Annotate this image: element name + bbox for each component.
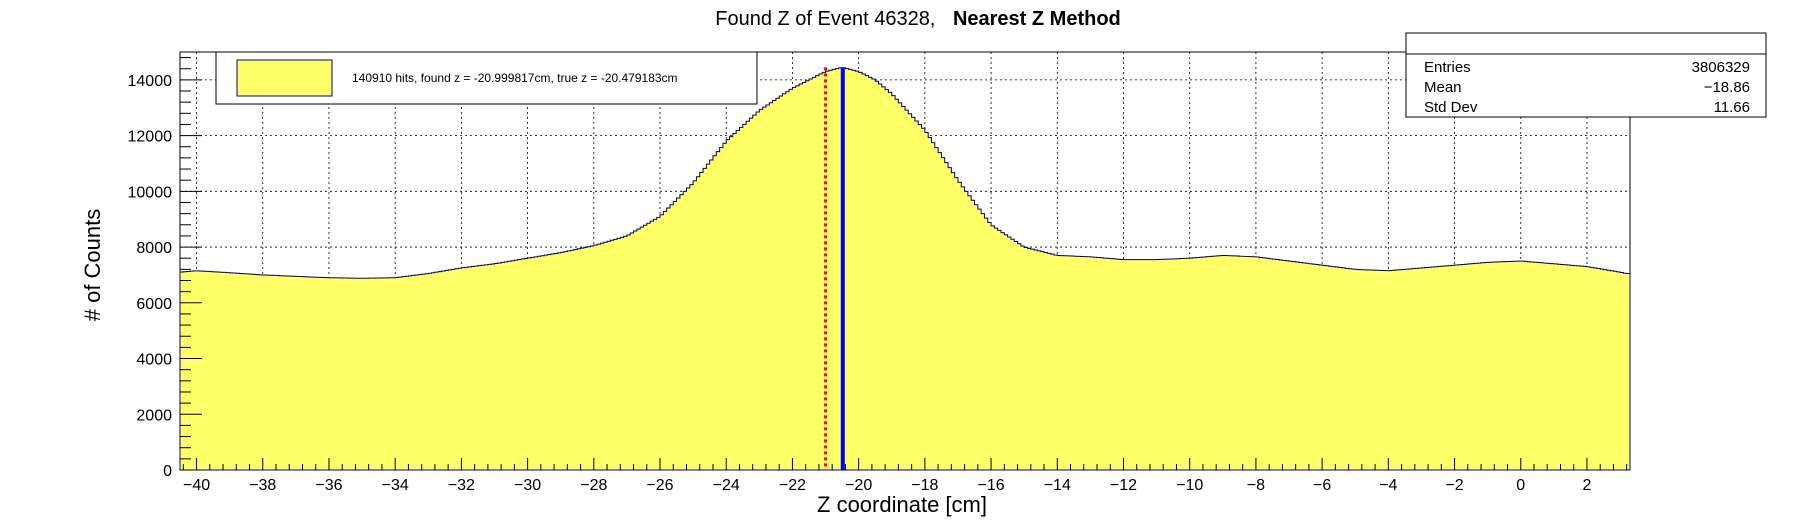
x-tick-label: −26 xyxy=(646,477,673,494)
x-tick-label: −4 xyxy=(1379,477,1397,494)
z-markers xyxy=(824,67,845,470)
x-tick-label: 2 xyxy=(1583,477,1592,494)
y-tick-label: 2000 xyxy=(136,407,172,424)
histogram-series xyxy=(179,67,1631,471)
x-tick-label: −22 xyxy=(779,477,806,494)
x-tick-label: 0 xyxy=(1516,477,1525,494)
x-tick-label: −20 xyxy=(845,477,872,494)
legend-swatch xyxy=(236,59,333,97)
legend: 140910 hits, found z = -20.999817cm, tru… xyxy=(215,51,758,105)
x-tick-label: −14 xyxy=(1044,477,1071,494)
y-tick-label: 4000 xyxy=(136,352,172,369)
histogram-area xyxy=(179,67,1631,471)
stats-mean-label: Mean xyxy=(1424,79,1462,96)
x-tick-label: −36 xyxy=(315,477,342,494)
y-axis-title: # of Counts xyxy=(80,209,105,322)
x-tick-label: −16 xyxy=(978,477,1005,494)
chart-title: Found Z of Event 46328, Nearest Z Method xyxy=(715,8,1121,30)
y-tick-label: 12000 xyxy=(128,129,173,146)
stats-entries-value: 3806329 xyxy=(1692,59,1750,76)
chart-title-normal: Found Z of Event 46328, xyxy=(715,8,935,30)
stats-stddev-label: Std Dev xyxy=(1424,99,1478,116)
stats-stddev-value: 11.66 xyxy=(1714,99,1750,116)
x-tick-label: −8 xyxy=(1247,477,1265,494)
legend-label: 140910 hits, found z = -20.999817cm, tru… xyxy=(352,71,678,85)
stats-entries-label: Entries xyxy=(1424,59,1471,76)
x-axis-title: Z coordinate [cm] xyxy=(817,492,987,517)
y-tick-label: 0 xyxy=(163,463,172,480)
y-tick-label: 6000 xyxy=(136,296,172,313)
x-tick-label: −32 xyxy=(448,477,475,494)
x-tick-label: −40 xyxy=(183,477,210,494)
chart-title-bold: Nearest Z Method xyxy=(953,8,1121,30)
x-tick-label: −30 xyxy=(514,477,541,494)
x-tick-label: −10 xyxy=(1176,477,1203,494)
y-tick-label: 10000 xyxy=(128,184,173,201)
stats-box: Entries 3806329 Mean −18.86 Std Dev 11.6… xyxy=(1405,32,1767,118)
x-tick-label: −2 xyxy=(1445,477,1463,494)
x-tick-label: −12 xyxy=(1110,477,1137,494)
x-tick-label: −6 xyxy=(1313,477,1331,494)
axes: −40 −38 −36 −34 −32 −30 −28 −26 −24 −22 −20 −18 −16−… xyxy=(128,57,1628,494)
y-tick-label: 8000 xyxy=(136,240,172,257)
x-tick-label: −24 xyxy=(713,477,740,494)
x-tick-label: −28 xyxy=(580,477,607,494)
stats-mean-value: −18.86 xyxy=(1704,79,1750,96)
x-tick-label: −18 xyxy=(911,477,938,494)
x-tick-label: −38 xyxy=(249,477,276,494)
y-tick-label: 14000 xyxy=(128,73,173,90)
x-tick-label: −34 xyxy=(382,477,409,494)
stats-box-frame xyxy=(1405,32,1767,118)
